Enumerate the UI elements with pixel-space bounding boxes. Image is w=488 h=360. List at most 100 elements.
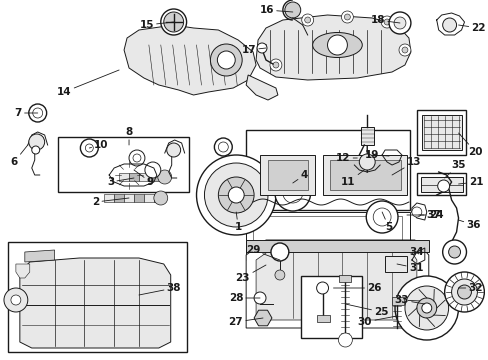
Text: 8: 8	[125, 127, 132, 145]
Text: 10: 10	[89, 140, 108, 150]
Polygon shape	[16, 264, 30, 278]
Text: 16: 16	[259, 5, 292, 15]
Polygon shape	[254, 310, 271, 326]
Text: 15: 15	[139, 20, 173, 30]
Circle shape	[80, 139, 98, 157]
Bar	[245, 212, 409, 260]
Circle shape	[327, 35, 346, 55]
Circle shape	[437, 180, 448, 192]
Circle shape	[272, 62, 278, 68]
Bar	[322, 155, 406, 195]
Text: 27: 27	[228, 317, 263, 327]
Text: 24: 24	[406, 210, 443, 220]
Circle shape	[282, 183, 302, 203]
Circle shape	[269, 59, 281, 71]
Circle shape	[32, 146, 40, 154]
Circle shape	[447, 246, 460, 258]
Text: 13: 13	[391, 157, 421, 175]
Circle shape	[163, 12, 183, 32]
Text: 11: 11	[340, 170, 364, 187]
Circle shape	[398, 44, 410, 56]
Text: 34: 34	[408, 247, 423, 257]
Bar	[245, 130, 409, 210]
Text: 22: 22	[458, 23, 485, 33]
Bar	[416, 110, 466, 155]
Circle shape	[196, 155, 275, 235]
Circle shape	[359, 154, 374, 170]
Circle shape	[341, 11, 353, 23]
Text: 26: 26	[333, 283, 381, 293]
Ellipse shape	[312, 32, 362, 58]
Circle shape	[442, 240, 466, 264]
Circle shape	[380, 16, 392, 28]
Circle shape	[129, 150, 144, 166]
Text: 30: 30	[357, 316, 396, 327]
Circle shape	[344, 14, 349, 20]
Polygon shape	[256, 248, 416, 320]
Polygon shape	[124, 25, 256, 95]
Circle shape	[214, 138, 232, 156]
Text: 37: 37	[418, 210, 441, 220]
Circle shape	[301, 14, 313, 26]
Circle shape	[166, 143, 180, 157]
Text: 7: 7	[15, 108, 38, 118]
Bar	[420, 177, 462, 192]
Circle shape	[304, 17, 310, 23]
Circle shape	[274, 270, 285, 280]
Bar	[139, 173, 148, 181]
Circle shape	[457, 285, 470, 299]
Polygon shape	[256, 15, 410, 80]
Bar	[8, 242, 186, 352]
Circle shape	[29, 134, 44, 150]
Bar	[316, 315, 329, 322]
Bar	[260, 155, 314, 195]
Bar	[267, 160, 307, 190]
Text: 25: 25	[345, 304, 388, 317]
Circle shape	[372, 208, 390, 226]
Text: 9: 9	[134, 170, 154, 187]
Text: 2: 2	[92, 197, 129, 207]
Circle shape	[210, 44, 242, 76]
Circle shape	[154, 191, 167, 205]
Text: 28: 28	[228, 293, 260, 303]
Bar	[124, 194, 134, 202]
Circle shape	[316, 282, 328, 294]
Circle shape	[404, 286, 447, 330]
Circle shape	[388, 12, 410, 34]
Text: 18: 18	[370, 15, 399, 25]
Bar	[253, 216, 401, 256]
Polygon shape	[25, 250, 55, 262]
Text: 33: 33	[394, 295, 424, 305]
Bar	[119, 173, 129, 181]
Circle shape	[270, 243, 288, 261]
Circle shape	[218, 177, 254, 213]
Circle shape	[451, 279, 476, 305]
Circle shape	[285, 2, 300, 18]
Text: 35: 35	[444, 160, 465, 178]
Bar	[339, 275, 351, 282]
Text: 20: 20	[458, 133, 482, 157]
Circle shape	[33, 108, 42, 118]
Bar	[104, 194, 114, 202]
Text: 14: 14	[57, 70, 119, 97]
Circle shape	[257, 43, 266, 53]
Text: 36: 36	[458, 220, 480, 230]
Polygon shape	[245, 75, 277, 100]
Polygon shape	[20, 258, 170, 348]
Circle shape	[384, 19, 389, 25]
Text: 21: 21	[458, 177, 483, 187]
Text: 1: 1	[234, 212, 242, 232]
Bar	[391, 297, 403, 305]
Circle shape	[133, 154, 141, 162]
Circle shape	[274, 175, 310, 211]
Text: 17: 17	[241, 45, 265, 55]
Circle shape	[411, 207, 421, 217]
Circle shape	[29, 104, 46, 122]
Bar	[385, 256, 406, 272]
Bar	[129, 173, 139, 181]
Circle shape	[217, 51, 235, 69]
Circle shape	[366, 201, 397, 233]
Text: 4: 4	[292, 170, 307, 183]
Bar	[421, 115, 461, 150]
Bar	[245, 240, 428, 252]
